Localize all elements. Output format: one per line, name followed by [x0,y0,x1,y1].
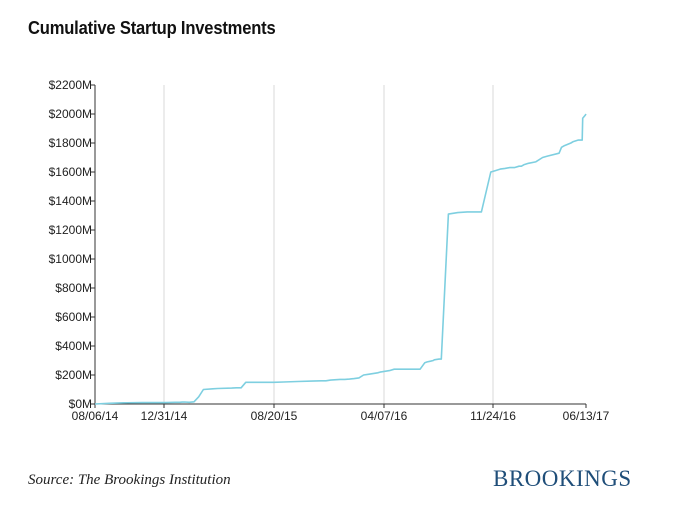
x-tick-label: 06/13/17 [563,409,610,423]
x-tick-label: 08/06/14 [72,409,119,423]
y-tick-label: $800M [55,281,92,295]
y-tick-label: $200M [55,368,92,382]
y-tick-label: $2200M [49,78,92,92]
x-tick-label: 12/31/14 [141,409,188,423]
brookings-logo: BROOKINGS [493,466,632,491]
y-tick-label: $400M [55,339,92,353]
grid-lines [163,85,494,404]
y-tick-label: $1600M [49,165,92,179]
x-tick-label: 11/24/16 [470,409,516,423]
series-line [94,113,587,405]
chart-title: Cumulative Startup Investments [28,18,276,38]
tick-labels: 08/06/14 12/31/14 08/20/15 04/07/16 11/24/16… [49,78,610,423]
y-tick-label: $1200M [49,223,92,237]
y-tick-label: $0M [69,397,92,411]
y-tick-label: $2000M [49,107,92,121]
y-tick-label: $1400M [49,194,92,208]
source-note: Source: The Brookings Institution [28,472,231,488]
y-tick-label: $600M [55,310,92,324]
y-tick-label: $1000M [49,252,92,266]
x-tick-label: 04/07/16 [361,409,408,423]
x-tick-label: 08/20/15 [251,409,298,423]
axes [91,84,587,408]
y-tick-label: $1800M [49,136,92,150]
series-layer [94,113,587,405]
